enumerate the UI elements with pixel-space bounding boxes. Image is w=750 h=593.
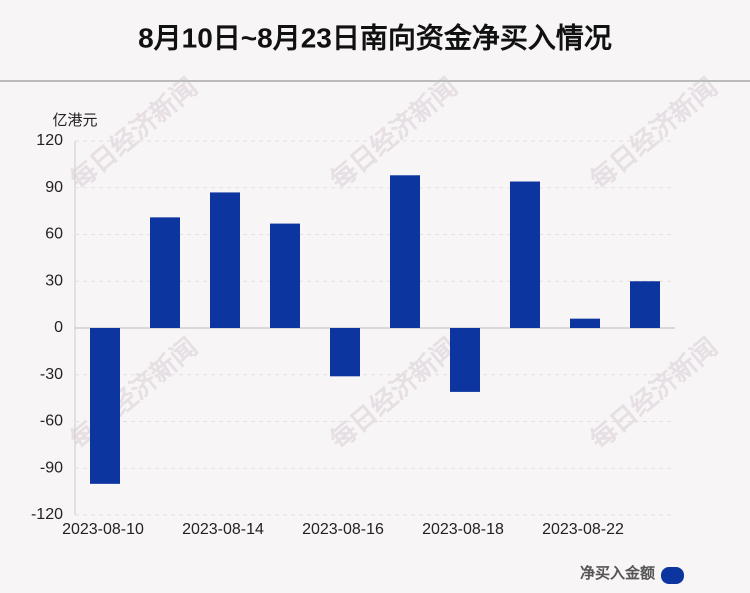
bar (90, 328, 120, 484)
y-tick-label: -120 (31, 506, 63, 523)
y-axis-label: 亿港元 (52, 112, 97, 129)
x-tick-label: 2023-08-16 (302, 521, 384, 538)
bar (330, 328, 360, 377)
y-tick-label: 60 (45, 226, 63, 243)
y-tick-label: 0 (54, 319, 63, 336)
bar (450, 328, 480, 392)
bar (150, 217, 180, 328)
bar (390, 175, 420, 328)
x-tick-label: 2023-08-22 (542, 521, 624, 538)
bar (630, 281, 660, 328)
legend-label: 净买入金额 (580, 564, 655, 582)
chart-title: 8月10日~8月23日南向资金净买入情况 (138, 21, 612, 53)
bar (270, 223, 300, 328)
y-tick-label: -30 (40, 366, 63, 383)
y-tick-label: 90 (45, 179, 63, 196)
y-tick-label: -90 (40, 459, 63, 476)
y-tick-label: 120 (36, 132, 63, 149)
y-tick-label: 30 (45, 272, 63, 289)
y-tick-label: -60 (40, 413, 63, 430)
bar (570, 318, 600, 328)
x-tick-label: 2023-08-10 (62, 521, 144, 538)
x-tick-label: 2023-08-14 (182, 521, 264, 538)
bar (210, 192, 240, 328)
x-tick-label: 2023-08-18 (422, 521, 504, 538)
legend-swatch (661, 567, 684, 584)
bar (510, 181, 540, 328)
